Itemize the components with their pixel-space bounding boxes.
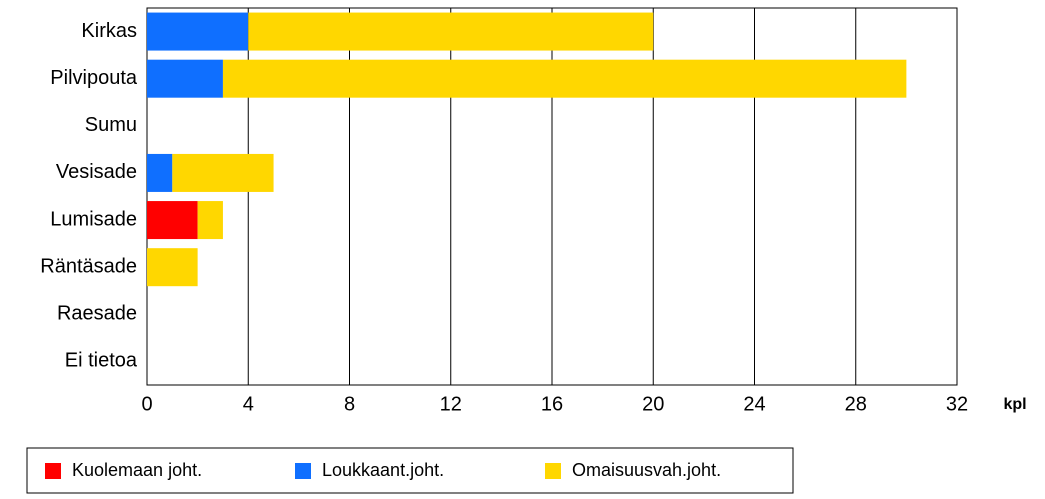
bar <box>147 248 198 287</box>
y-tick-label: Vesisade <box>56 161 137 183</box>
legend-swatch <box>45 463 61 479</box>
x-tick-label: 24 <box>743 393 765 415</box>
y-tick-label: Ei tietoa <box>65 350 138 372</box>
x-tick-label: 28 <box>845 393 867 415</box>
legend-swatch <box>545 463 561 479</box>
bar <box>147 201 198 240</box>
x-tick-label: 20 <box>642 393 664 415</box>
x-tick-label: 16 <box>541 393 563 415</box>
legend-label: Omaisuusvah.joht. <box>572 460 721 480</box>
legend-label: Kuolemaan joht. <box>72 460 202 480</box>
bar <box>248 12 654 51</box>
y-tick-label: Sumu <box>85 114 137 136</box>
bar <box>172 153 274 192</box>
legend-label: Loukkaant.joht. <box>322 460 444 480</box>
x-axis-label: kpl <box>1003 396 1026 413</box>
bar <box>147 12 249 51</box>
bar <box>147 59 223 98</box>
y-tick-label: Raesade <box>57 303 137 325</box>
y-tick-label: Lumisade <box>50 208 137 230</box>
y-tick-label: Pilvipouta <box>50 67 138 89</box>
x-tick-label: 12 <box>440 393 462 415</box>
x-tick-label: 32 <box>946 393 968 415</box>
bar <box>197 201 223 240</box>
x-tick-label: 8 <box>344 393 355 415</box>
x-tick-label: 0 <box>141 393 152 415</box>
legend-swatch <box>295 463 311 479</box>
x-tick-label: 4 <box>243 393 254 415</box>
y-tick-label: Räntäsade <box>40 255 137 277</box>
bar <box>222 59 907 98</box>
legend-box <box>26 447 794 494</box>
bar <box>147 153 173 192</box>
y-tick-label: Kirkas <box>81 20 137 42</box>
